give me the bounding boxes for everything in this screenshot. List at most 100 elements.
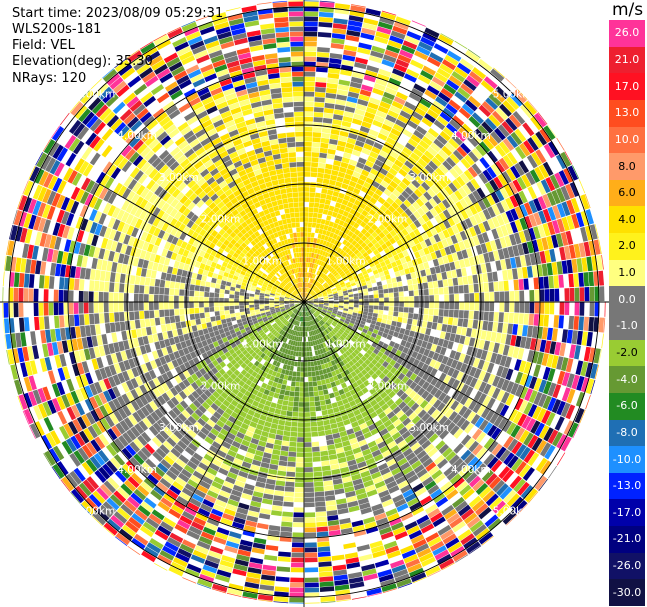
range-gate bbox=[539, 460, 552, 475]
range-gate bbox=[473, 390, 483, 402]
range-gate bbox=[328, 449, 337, 456]
range-gate bbox=[542, 194, 552, 208]
range-gate bbox=[339, 299, 344, 302]
range-gate bbox=[395, 16, 411, 26]
range-gate bbox=[358, 263, 365, 270]
range-gate bbox=[319, 445, 328, 452]
range-gate bbox=[405, 370, 414, 379]
range-gate bbox=[525, 171, 536, 186]
range-gate bbox=[421, 213, 430, 223]
range-gate bbox=[459, 259, 466, 269]
range-gate bbox=[492, 321, 499, 332]
range-gate bbox=[360, 258, 367, 264]
range-gate bbox=[424, 27, 440, 38]
range-gate bbox=[499, 103, 512, 117]
range-gate bbox=[374, 35, 389, 45]
range-gate bbox=[296, 457, 304, 463]
range-gate bbox=[344, 235, 351, 241]
range-gate bbox=[304, 212, 309, 217]
range-gate bbox=[326, 320, 331, 326]
range-gate bbox=[447, 340, 454, 350]
range-gate bbox=[545, 176, 556, 192]
range-gate bbox=[409, 115, 421, 125]
range-gate bbox=[435, 167, 445, 178]
range-gate bbox=[304, 262, 306, 267]
range-gate bbox=[474, 292, 480, 302]
range-gate bbox=[556, 218, 565, 233]
range-gate bbox=[514, 128, 527, 143]
range-gate bbox=[551, 189, 561, 205]
range-gate bbox=[501, 379, 510, 391]
range-gate bbox=[230, 316, 237, 322]
range-gate bbox=[353, 144, 363, 152]
range-gate bbox=[542, 395, 552, 410]
range-gate bbox=[306, 305, 311, 310]
range-gate bbox=[298, 351, 302, 357]
range-gate bbox=[453, 242, 461, 252]
range-gate bbox=[585, 378, 595, 394]
range-gate bbox=[312, 295, 318, 298]
range-gate bbox=[292, 371, 297, 377]
range-gate bbox=[295, 462, 304, 468]
range-gate bbox=[429, 396, 438, 406]
range-gate bbox=[312, 285, 316, 290]
range-gate bbox=[376, 317, 383, 323]
range-gate bbox=[377, 330, 384, 337]
range-gate bbox=[381, 96, 393, 105]
range-gate bbox=[312, 279, 316, 285]
range-gate bbox=[408, 26, 424, 36]
range-gate bbox=[307, 304, 312, 309]
range-gate bbox=[467, 456, 479, 468]
range-gate bbox=[317, 541, 330, 547]
range-gate bbox=[316, 375, 321, 381]
range-gate bbox=[432, 243, 440, 252]
range-gate bbox=[319, 1, 335, 8]
range-gate bbox=[437, 316, 444, 324]
range-gate bbox=[571, 374, 580, 390]
range-gate bbox=[513, 499, 528, 514]
range-gate bbox=[332, 386, 338, 393]
range-gate bbox=[405, 225, 413, 234]
range-gate bbox=[377, 313, 383, 319]
range-gate bbox=[304, 437, 312, 443]
range-gate bbox=[382, 220, 390, 228]
range-gate bbox=[281, 440, 290, 447]
range-gate bbox=[404, 208, 413, 217]
range-gate bbox=[406, 119, 418, 130]
range-gate bbox=[374, 325, 380, 331]
range-gate bbox=[399, 296, 404, 302]
range-gate bbox=[314, 396, 320, 402]
range-gate bbox=[347, 311, 353, 315]
range-gate bbox=[304, 257, 307, 262]
range-gate bbox=[505, 334, 512, 346]
range-gate bbox=[430, 184, 440, 195]
range-gate bbox=[370, 50, 384, 59]
range-gate bbox=[407, 138, 419, 148]
range-gate bbox=[401, 367, 409, 376]
range-gate bbox=[309, 192, 316, 198]
range-gate bbox=[323, 305, 329, 308]
range-gate bbox=[418, 333, 425, 341]
range-gate bbox=[420, 70, 434, 81]
range-gate bbox=[326, 439, 335, 446]
range-gate bbox=[472, 402, 482, 414]
range-gate bbox=[461, 249, 469, 259]
range-gate bbox=[317, 425, 325, 432]
range-gate bbox=[452, 277, 459, 286]
range-gate bbox=[411, 165, 421, 175]
range-gate bbox=[311, 162, 319, 168]
range-gate bbox=[306, 272, 309, 278]
range-gate bbox=[283, 395, 290, 401]
range-gate bbox=[347, 91, 360, 99]
range-gate bbox=[439, 130, 451, 142]
range-gate bbox=[493, 281, 499, 292]
range-gate bbox=[494, 525, 506, 536]
range-gate bbox=[477, 199, 487, 211]
range-gate bbox=[598, 349, 602, 364]
range-gate bbox=[404, 341, 412, 349]
range-gate bbox=[528, 277, 534, 290]
range-gate bbox=[290, 386, 296, 392]
range-gate bbox=[348, 322, 355, 327]
range-gate bbox=[567, 165, 579, 181]
range-gate bbox=[421, 168, 431, 178]
